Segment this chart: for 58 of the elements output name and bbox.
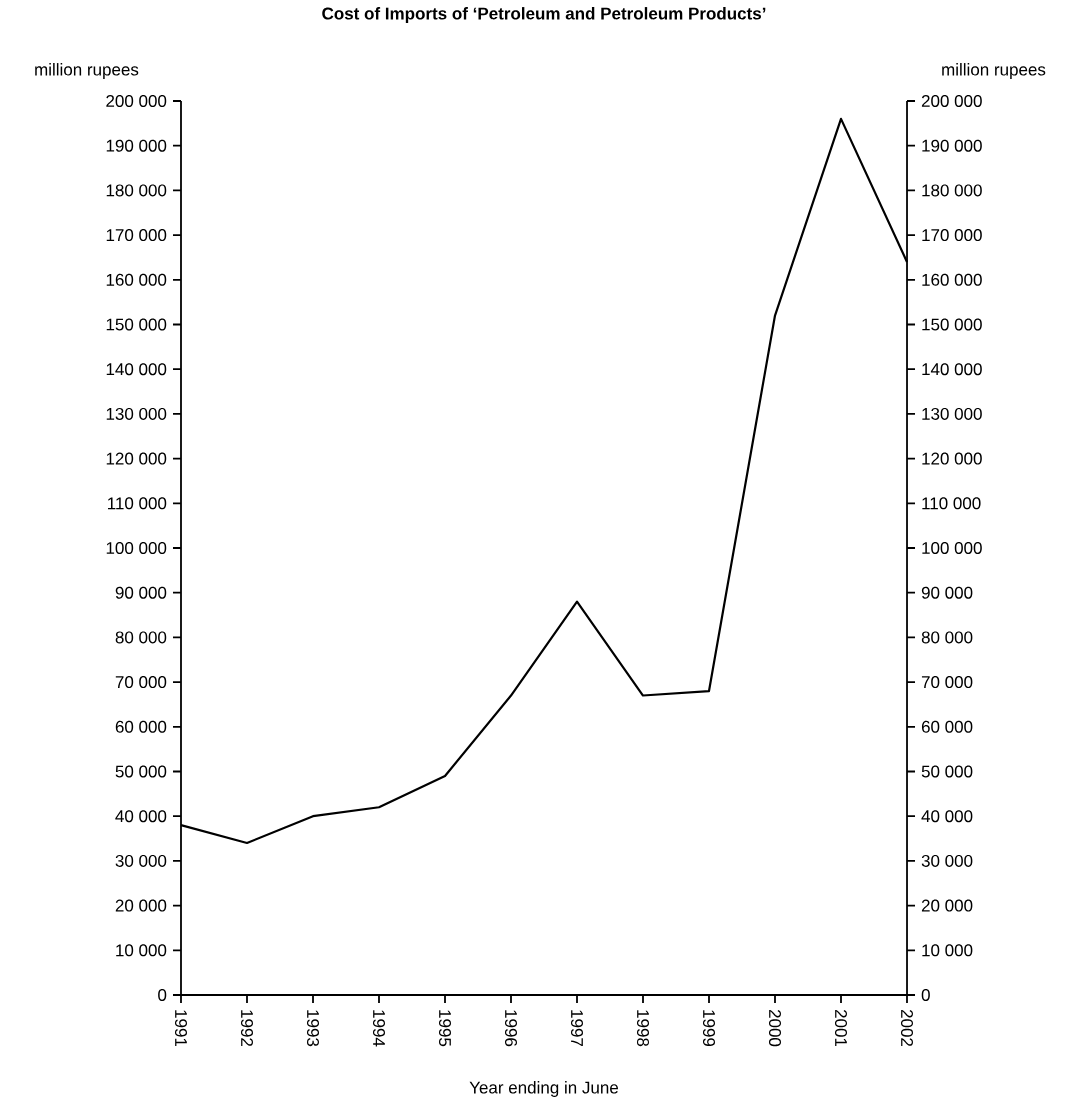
x-axis-title: Year ending in June [469, 1081, 619, 1097]
y-tick-label: 50 000 [921, 765, 973, 778]
y-tick-label: 130 000 [922, 407, 982, 420]
y-tick-label: 90 000 [921, 586, 973, 599]
y2-tick-label: 40 000 [115, 810, 167, 823]
y2-tick-label: 130 000 [106, 407, 167, 420]
y2-tick-label: 30 000 [115, 854, 167, 867]
y2-tick-label: 60 000 [115, 720, 167, 733]
x-tick-label: 2002 [900, 1009, 913, 1047]
x-tick-label: 1993 [306, 1010, 319, 1047]
x-tick-label: 1997 [570, 1010, 583, 1047]
y-tick-label: 150 000 [922, 318, 982, 331]
y2-tick-label: 10 000 [116, 944, 167, 957]
y2-tick-label: 110 000 [108, 497, 167, 510]
y2-tick-label: 200 000 [106, 95, 167, 108]
y2-tick-label: 180 000 [106, 184, 167, 197]
y-tick-label: 70 000 [921, 676, 973, 689]
x-tick-label: 1994 [372, 1010, 385, 1047]
chart-title: Cost of Imports of ‘Petroleum and Petroleum Products’ [322, 7, 766, 23]
text: million rupees [35, 63, 139, 79]
x-tick-label: 2001 [834, 1009, 847, 1047]
y2-tick-label: 0 [158, 988, 167, 1002]
y2-tick-label: 170 000 [106, 229, 167, 242]
y-tick-label: 20 000 [921, 899, 973, 912]
y2-tick-label: 80 000 [115, 631, 167, 644]
x-tick-label: 1999 [702, 1010, 715, 1047]
y2-tick-label: 140 000 [106, 363, 167, 376]
y2-tick-label: 20 000 [115, 899, 167, 912]
y-tick-label: 190 000 [922, 139, 982, 152]
y2-tick-label: 120 000 [106, 452, 167, 465]
x-tick-label: 1998 [636, 1010, 649, 1047]
y-tick-label: 10 000 [922, 944, 973, 957]
y-tick-label: 140 000 [922, 363, 982, 376]
y2-tick-label: 160 000 [106, 273, 167, 286]
x-tick-label: 1996 [504, 1010, 517, 1047]
y-tick-label: 120 000 [922, 452, 982, 465]
y-tick-label: 160 000 [922, 273, 982, 286]
y2-tick-label: 190 000 [106, 139, 167, 152]
x-tick-label: 2000 [768, 1009, 781, 1047]
y-tick-label: 180 000 [922, 184, 982, 197]
y2-tick-label: 150 000 [106, 318, 167, 331]
y-tick-label: 200 000 [921, 94, 982, 108]
y-tick-label: 60 000 [921, 720, 973, 733]
y-tick-label: 30 000 [921, 854, 973, 867]
y-tick-label: 0 [921, 988, 930, 1002]
x-tick-label: 1992 [240, 1010, 253, 1047]
x-tick-label: 1991 [174, 1010, 187, 1047]
y-tick-label: 40 000 [921, 810, 973, 823]
y2-tick-label: 70 000 [115, 676, 167, 689]
y-tick-label: 170 000 [922, 229, 982, 242]
y2-tick-label: 100 000 [106, 542, 167, 555]
y-tick-label: 110 000 [922, 497, 981, 510]
y2-tick-label: 90 000 [115, 586, 167, 599]
y-tick-label: 100 000 [922, 541, 982, 555]
text: million rupees [942, 63, 1046, 79]
x-tick-label: 1995 [438, 1010, 451, 1047]
y2-tick-label: 50 000 [115, 765, 167, 778]
y-tick-label: 80 000 [921, 631, 973, 644]
